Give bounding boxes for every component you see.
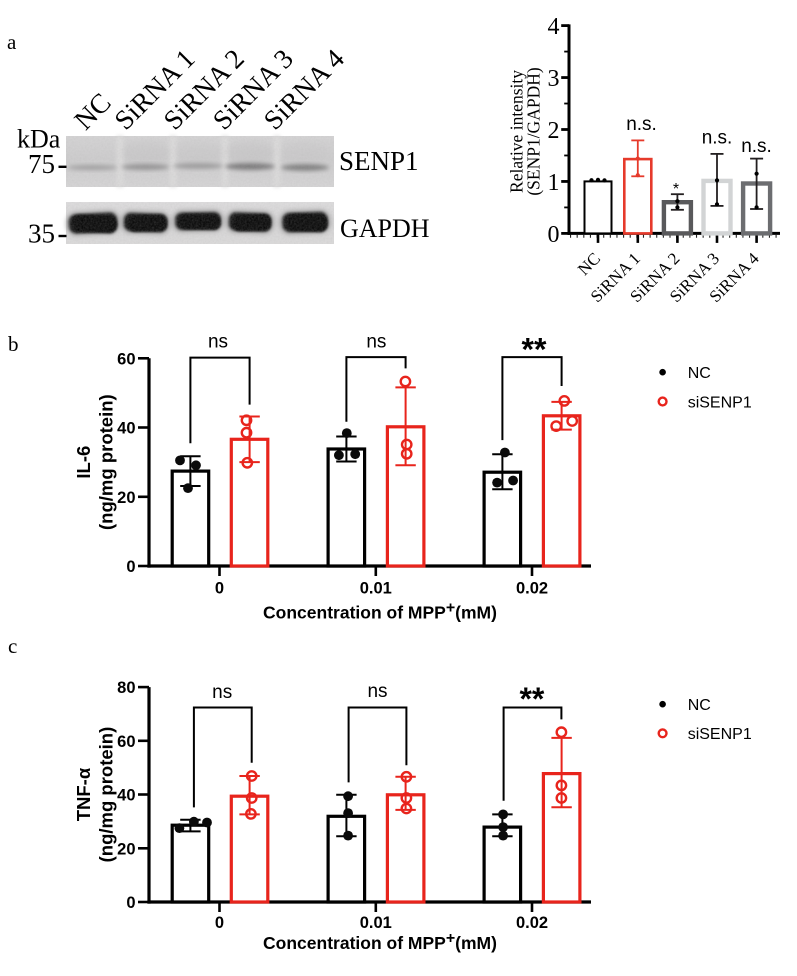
svg-text:IL-6: IL-6 <box>73 446 94 479</box>
svg-text:0: 0 <box>126 894 135 912</box>
svg-text:**: ** <box>519 681 544 717</box>
svg-text:ns: ns <box>367 681 387 702</box>
svg-text:n.s.: n.s. <box>702 128 733 149</box>
svg-text:0: 0 <box>215 914 224 932</box>
svg-text:0.01: 0.01 <box>360 580 392 598</box>
svg-text:ns: ns <box>208 332 228 353</box>
svg-text:b: b <box>8 332 19 356</box>
svg-text:3: 3 <box>548 66 560 92</box>
svg-text:60: 60 <box>117 733 135 751</box>
svg-text:35: 35 <box>28 219 55 249</box>
svg-text:Concentration of MPP+(mM): Concentration of MPP+(mM) <box>263 930 497 953</box>
svg-text:0: 0 <box>126 558 135 576</box>
svg-text:0: 0 <box>215 580 224 598</box>
svg-text:Relative intensity: Relative intensity <box>507 70 527 193</box>
svg-text:40: 40 <box>117 787 135 805</box>
svg-text:1: 1 <box>548 170 560 196</box>
svg-text:0: 0 <box>548 222 560 248</box>
svg-text:80: 80 <box>117 679 135 697</box>
svg-text:NC: NC <box>688 365 711 382</box>
svg-text:75: 75 <box>28 149 55 179</box>
svg-text:SENP1: SENP1 <box>339 146 419 176</box>
svg-text:GAPDH: GAPDH <box>340 214 430 243</box>
svg-text:siSENP1: siSENP1 <box>688 726 752 743</box>
svg-text:4: 4 <box>548 14 560 40</box>
svg-text:ns: ns <box>366 332 386 353</box>
svg-text:(SENP1/GAPDH): (SENP1/GAPDH) <box>524 67 544 196</box>
svg-text:(ng/mg protein): (ng/mg protein) <box>96 727 117 863</box>
svg-text:2: 2 <box>548 118 560 144</box>
svg-text:c: c <box>8 634 17 658</box>
svg-text:n.s.: n.s. <box>741 136 772 157</box>
svg-text:kDa: kDa <box>17 125 61 154</box>
svg-text:0.01: 0.01 <box>360 914 392 932</box>
svg-text:**: ** <box>522 331 547 367</box>
svg-text:0.02: 0.02 <box>516 580 548 598</box>
svg-text:siSENP1: siSENP1 <box>688 394 752 411</box>
svg-text:0.02: 0.02 <box>516 914 548 932</box>
svg-text:a: a <box>7 30 17 54</box>
svg-text:60: 60 <box>117 350 135 368</box>
svg-text:40: 40 <box>117 420 135 438</box>
svg-text:ns: ns <box>212 682 232 703</box>
svg-text:NC: NC <box>688 697 711 714</box>
svg-text:TNF-α: TNF-α <box>73 767 94 821</box>
svg-text:20: 20 <box>117 840 135 858</box>
svg-text:(ng/mg protein): (ng/mg protein) <box>96 394 117 530</box>
svg-text:n.s.: n.s. <box>626 114 657 135</box>
svg-text:Concentration of MPP+(mM): Concentration of MPP+(mM) <box>263 600 497 623</box>
svg-text:20: 20 <box>117 489 135 507</box>
svg-text:*: * <box>673 181 679 198</box>
